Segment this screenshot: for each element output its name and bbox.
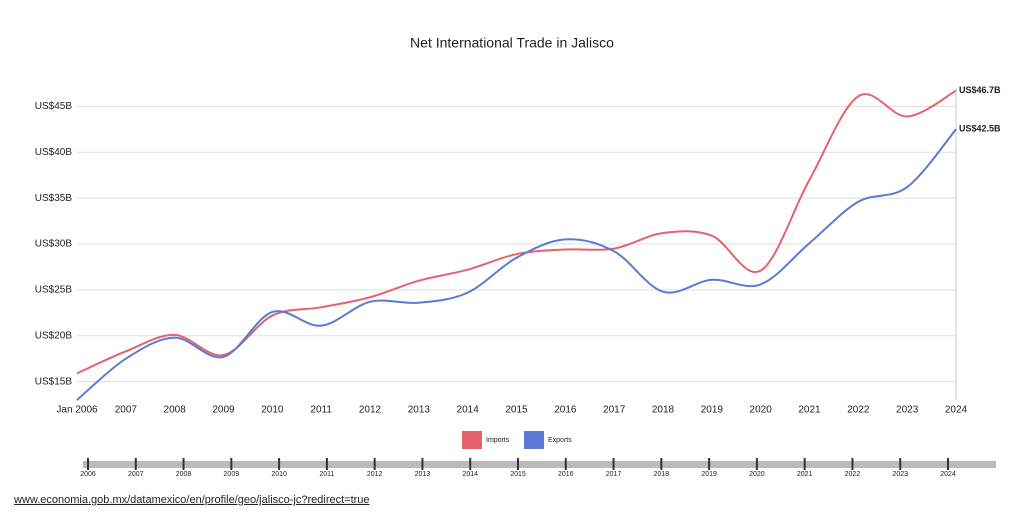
data-label: US$42.5B	[959, 124, 1001, 134]
x-tick-label: 2020	[750, 405, 773, 416]
timeline-label: 2024	[940, 471, 956, 478]
x-tick-label: 2010	[261, 405, 284, 416]
timeline-track	[83, 461, 996, 468]
x-tick-label: 2017	[603, 405, 626, 416]
timeline-label: 2013	[415, 471, 431, 478]
timeline-label: 2017	[606, 471, 622, 478]
y-tick-label: US$35B	[35, 193, 73, 204]
y-tick-label: US$45B	[35, 101, 73, 112]
chart-title: Net International Trade in Jalisco	[410, 35, 614, 51]
timeline-label: 2011	[319, 471, 334, 478]
legend-swatch	[524, 431, 544, 449]
timeline-label: 2018	[654, 471, 670, 478]
x-tick-label: 2009	[212, 405, 235, 416]
x-tick-label: 2007	[115, 405, 138, 416]
timeline-label: 2020	[749, 471, 765, 478]
timeline-label: 2014	[462, 471, 478, 478]
x-tick-label: 2014	[457, 405, 480, 416]
x-tick-label: 2011	[310, 405, 332, 416]
timeline-label: 2008	[176, 471, 192, 478]
timeline-label: 2015	[510, 471, 526, 478]
x-tick-label: 2008	[164, 405, 187, 416]
data-label: US$46.7B	[959, 85, 1001, 95]
x-tick-label: 2021	[798, 405, 821, 416]
x-tick-label: 2015	[505, 405, 528, 416]
timeline-label: 2022	[845, 471, 861, 478]
timeline-label: 2007	[128, 471, 144, 478]
y-tick-label: US$30B	[35, 239, 73, 250]
legend-label: Exports	[548, 437, 572, 444]
y-tick-label: US$25B	[35, 285, 73, 296]
y-tick-label: US$40B	[35, 147, 73, 158]
timeline-label: 2016	[558, 471, 574, 478]
source-link[interactable]: www.economia.gob.mx/datamexico/en/profil…	[13, 494, 370, 506]
x-tick-label: 2024	[945, 405, 968, 416]
timeline-label: 2006	[80, 471, 96, 478]
line-series	[76, 128, 957, 401]
x-tick-label: 2019	[701, 405, 724, 416]
timeline-label: 2012	[367, 471, 383, 478]
x-tick-label: 2012	[359, 405, 382, 416]
timeline-label: 2023	[892, 471, 908, 478]
y-tick-label: US$15B	[35, 376, 73, 387]
timeline-label: 2010	[271, 471, 287, 478]
legend-swatch	[462, 431, 482, 449]
x-tick-label: 2018	[652, 405, 675, 416]
timeline-label: 2009	[224, 471, 240, 478]
x-tick-label: 2023	[896, 405, 919, 416]
y-tick-label: US$20B	[35, 330, 73, 341]
line-series	[76, 89, 957, 375]
timeline-label: 2019	[701, 471, 717, 478]
x-tick-label: 2022	[847, 405, 870, 416]
x-tick-label: 2016	[554, 405, 577, 416]
x-tick-label: 2013	[408, 405, 431, 416]
timeline-label: 2021	[797, 471, 813, 478]
legend-label: Imports	[486, 437, 510, 444]
x-tick-label: Jan 2006	[56, 405, 98, 416]
